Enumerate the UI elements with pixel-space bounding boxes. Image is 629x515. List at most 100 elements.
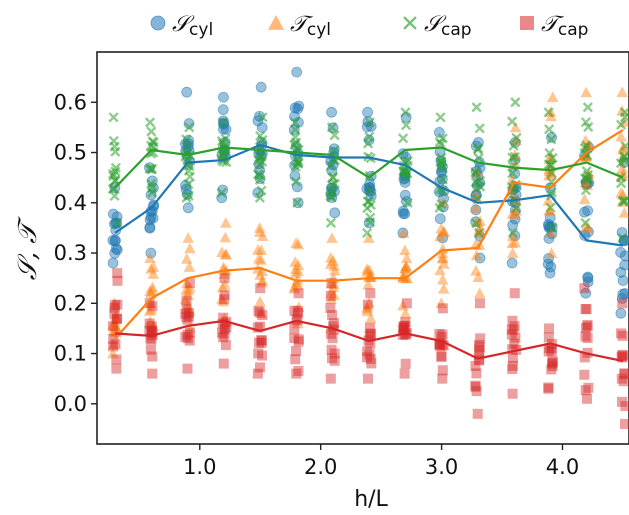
data-point bbox=[398, 166, 410, 177]
data-point bbox=[582, 321, 593, 332]
data-point bbox=[184, 327, 195, 338]
data-point bbox=[365, 212, 376, 223]
data-point bbox=[144, 325, 155, 336]
data-point bbox=[291, 368, 302, 379]
data-point bbox=[544, 204, 556, 216]
data-point bbox=[147, 351, 158, 362]
data-point bbox=[183, 261, 196, 272]
data-point bbox=[543, 382, 554, 393]
data-point bbox=[507, 353, 518, 364]
data-point bbox=[218, 332, 229, 343]
data-point bbox=[402, 197, 413, 208]
data-point bbox=[475, 181, 486, 192]
data-point bbox=[617, 298, 628, 309]
mean-line-square-cap bbox=[115, 319, 624, 363]
data-point bbox=[325, 287, 338, 298]
data-point bbox=[146, 326, 157, 337]
data-point bbox=[546, 134, 557, 145]
data-point bbox=[546, 343, 557, 354]
data-point bbox=[184, 242, 196, 254]
data-point bbox=[544, 323, 555, 334]
data-point bbox=[471, 102, 482, 113]
data-point bbox=[254, 307, 265, 318]
data-point bbox=[181, 134, 192, 145]
data-point bbox=[543, 346, 554, 357]
data-point bbox=[326, 328, 337, 339]
data-point bbox=[146, 334, 157, 345]
data-point bbox=[365, 328, 376, 339]
data-point bbox=[181, 303, 194, 314]
data-point bbox=[216, 327, 227, 338]
data-point bbox=[436, 350, 447, 361]
data-point bbox=[474, 252, 486, 264]
data-point bbox=[329, 355, 340, 366]
data-point bbox=[399, 307, 412, 319]
data-point bbox=[184, 278, 195, 289]
data-point bbox=[219, 290, 230, 301]
data-point bbox=[507, 364, 518, 375]
data-point bbox=[216, 293, 228, 305]
data-point bbox=[470, 167, 481, 179]
data-point bbox=[181, 304, 192, 315]
data-point bbox=[107, 347, 119, 359]
data-point bbox=[438, 226, 450, 238]
data-point bbox=[433, 127, 445, 138]
data-point bbox=[582, 102, 593, 113]
y-tick-label: 0.5 bbox=[54, 141, 87, 165]
data-point bbox=[582, 222, 594, 233]
data-point bbox=[506, 257, 518, 269]
data-point bbox=[437, 163, 448, 174]
data-point bbox=[293, 157, 304, 169]
data-point bbox=[325, 293, 338, 304]
data-point bbox=[328, 289, 340, 300]
data-point bbox=[436, 252, 449, 264]
data-point bbox=[256, 335, 267, 346]
data-point bbox=[110, 339, 121, 350]
data-point bbox=[217, 117, 229, 128]
data-point bbox=[507, 116, 518, 127]
plot-area bbox=[96, 51, 629, 445]
data-point bbox=[617, 330, 628, 341]
data-point bbox=[144, 298, 155, 309]
data-point bbox=[184, 335, 195, 346]
data-point bbox=[329, 207, 341, 219]
data-point bbox=[292, 265, 304, 277]
data-point bbox=[582, 393, 593, 404]
data-point bbox=[180, 308, 191, 319]
data-point bbox=[474, 344, 485, 355]
data-point bbox=[218, 312, 229, 323]
data-point bbox=[470, 264, 482, 276]
data-point bbox=[219, 324, 230, 335]
data-point bbox=[254, 362, 265, 373]
data-point bbox=[328, 171, 339, 183]
data-point bbox=[252, 169, 264, 180]
data-point bbox=[256, 185, 267, 196]
data-point bbox=[292, 197, 303, 208]
data-point bbox=[507, 388, 518, 399]
data-point bbox=[183, 307, 194, 318]
data-point bbox=[254, 159, 265, 170]
data-point bbox=[147, 320, 160, 331]
data-point bbox=[290, 117, 301, 128]
data-point bbox=[327, 333, 338, 344]
data-point bbox=[257, 112, 268, 123]
legend-marker-square bbox=[520, 16, 534, 30]
data-point bbox=[507, 152, 518, 163]
data-point bbox=[362, 106, 373, 118]
data-point bbox=[291, 279, 304, 291]
data-point bbox=[470, 360, 481, 371]
data-point bbox=[506, 324, 517, 335]
data-point bbox=[545, 202, 556, 213]
data-point bbox=[146, 284, 159, 296]
data-point bbox=[110, 322, 122, 333]
data-point bbox=[183, 190, 194, 201]
data-point bbox=[110, 162, 121, 173]
data-point bbox=[293, 336, 304, 347]
x-axis-label: h/L bbox=[354, 487, 388, 512]
data-point bbox=[329, 178, 341, 189]
data-point bbox=[256, 338, 267, 349]
data-point bbox=[111, 363, 122, 374]
data-point bbox=[145, 247, 157, 259]
data-point bbox=[547, 222, 558, 233]
